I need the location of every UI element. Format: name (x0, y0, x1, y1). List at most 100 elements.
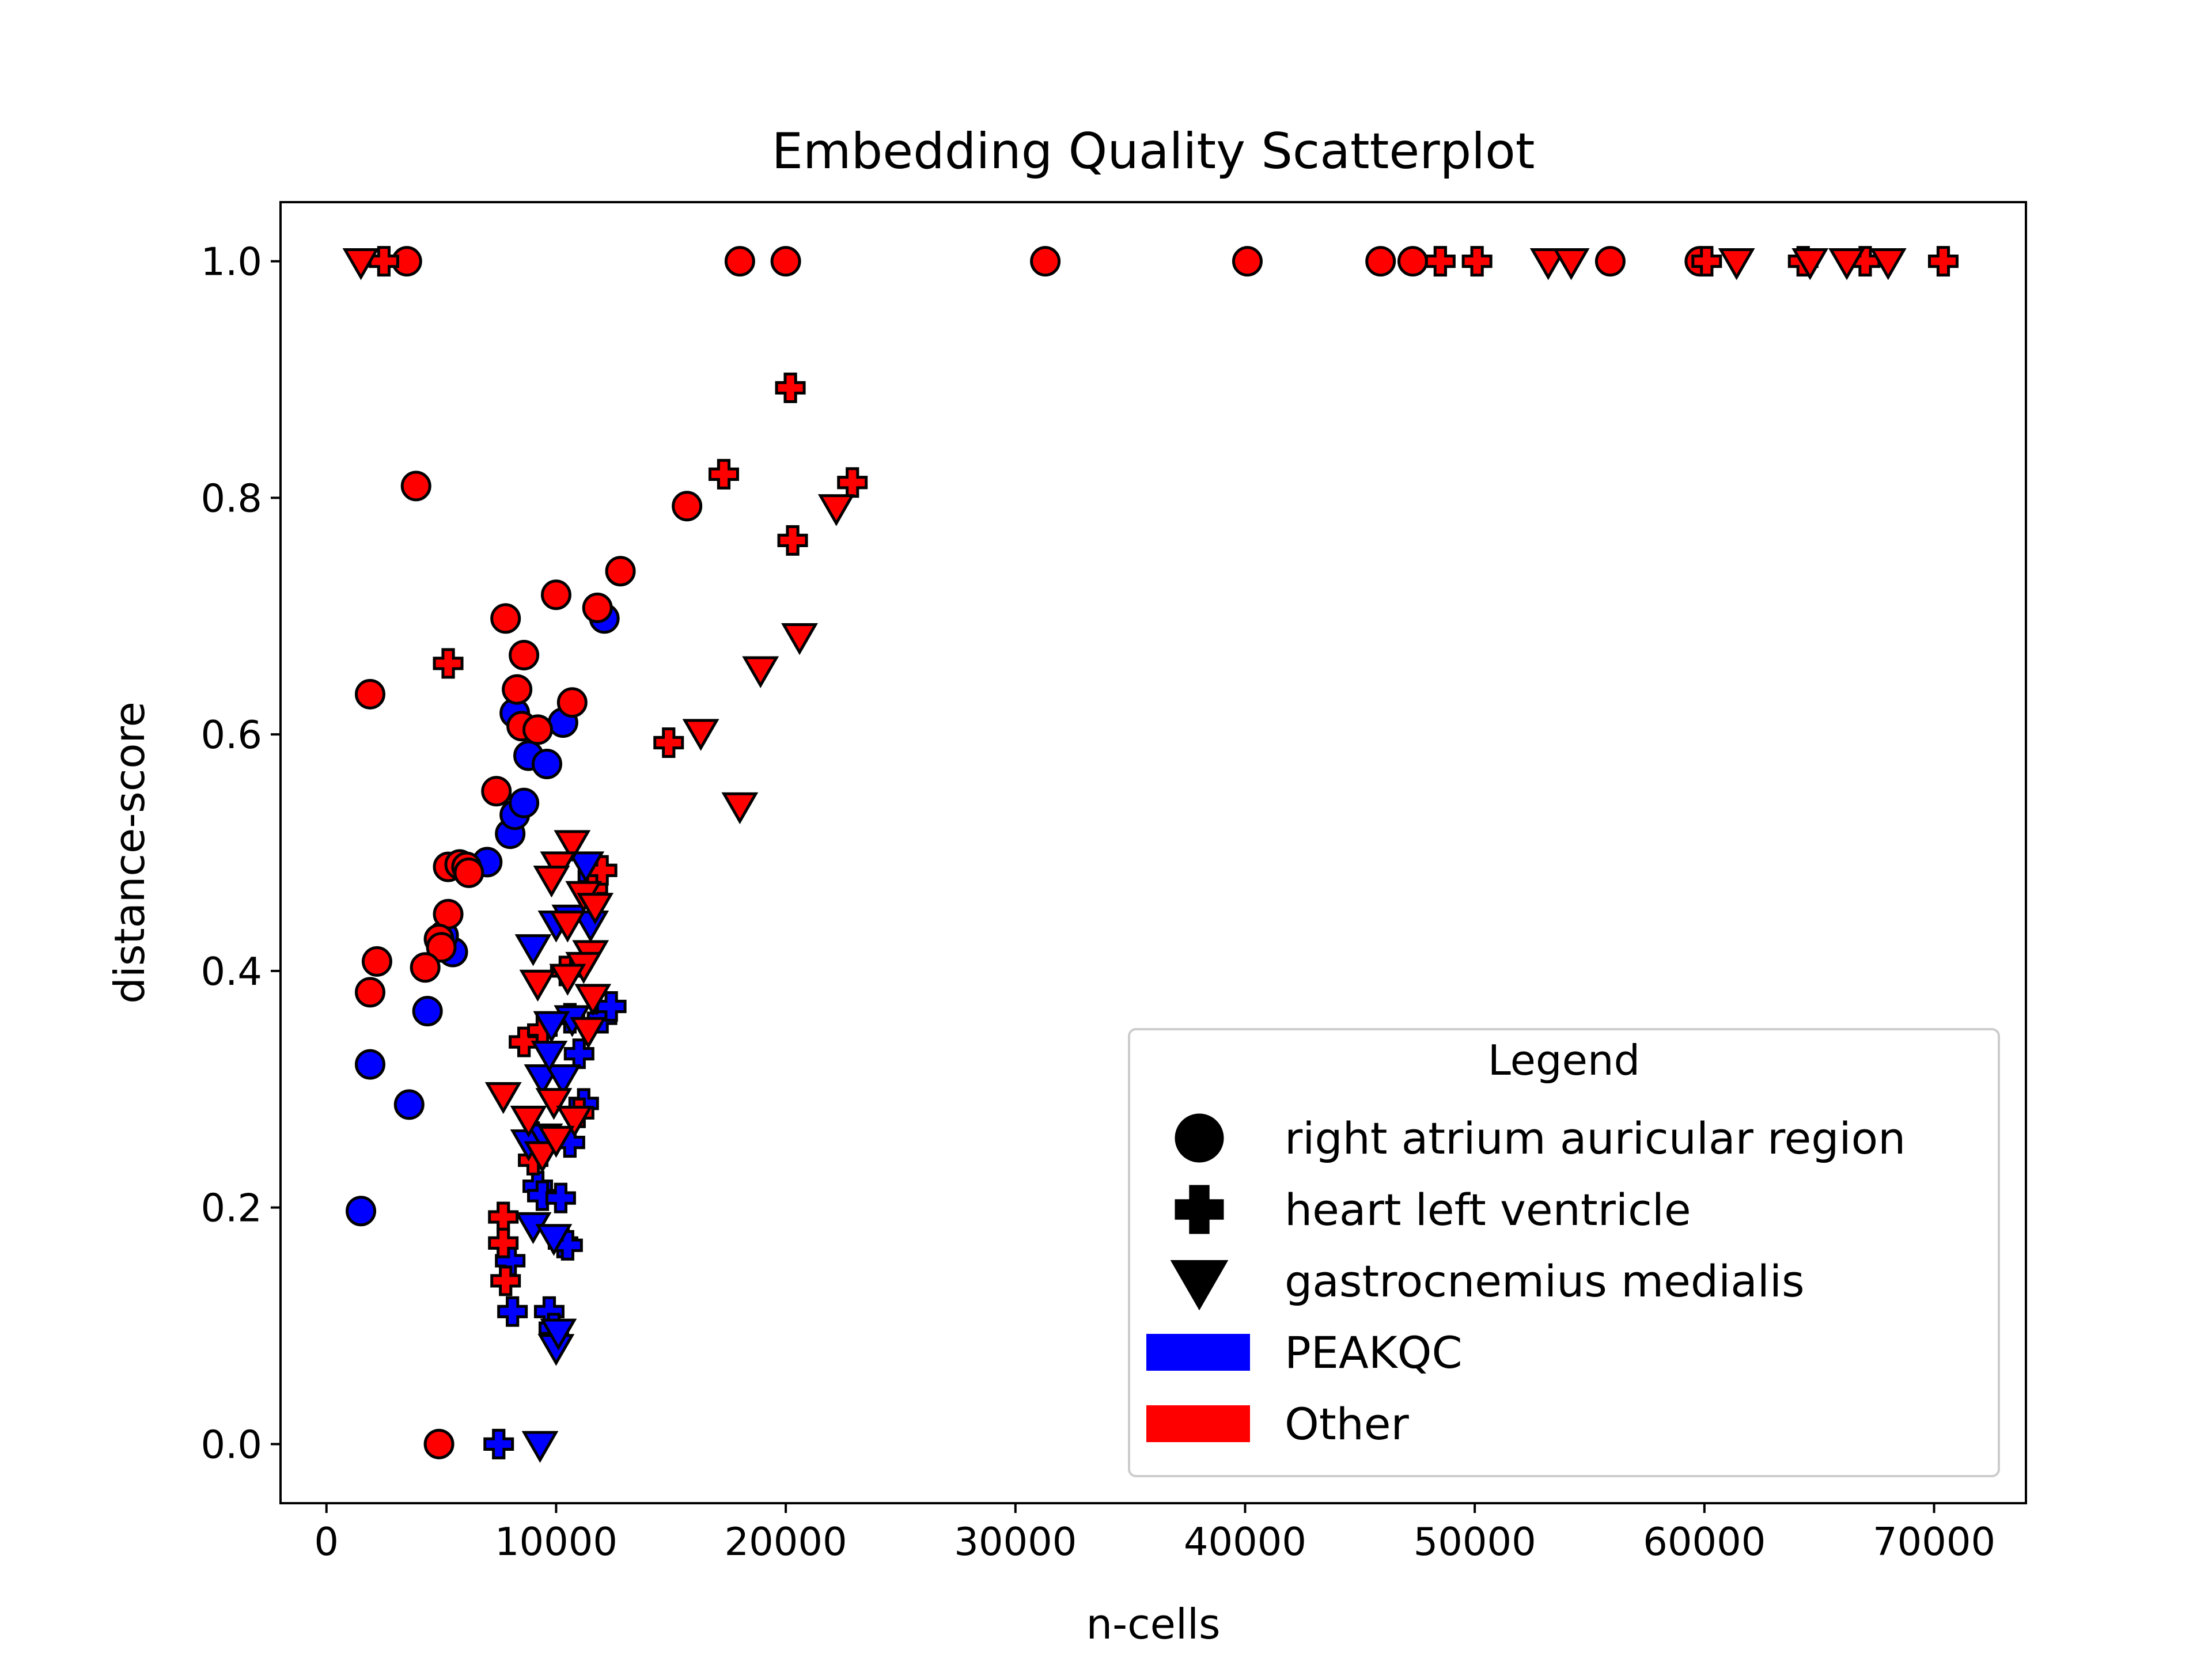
data-point-circle-other (522, 714, 554, 745)
data-point-circle-peakqc (531, 748, 562, 779)
data-point-triangle-down-other (570, 1017, 607, 1049)
data-point-triangle-down-peakqc (514, 934, 552, 966)
data-point-triangle-down-other (781, 623, 818, 655)
y-axis-label: distance-score (105, 701, 154, 1004)
data-point-circle-other (400, 471, 431, 502)
data-point-circle-other (502, 674, 533, 705)
data-point-triangle-down-peakqc (521, 1431, 559, 1463)
data-point-circle-other (724, 246, 755, 277)
data-point-triangle-down-other (1718, 248, 1755, 280)
data-point-circle-other (556, 687, 588, 718)
data-point-circle-other (672, 491, 703, 522)
y-tick-label: 0.6 (200, 712, 262, 757)
legend-circle-icon (1175, 1113, 1224, 1163)
data-point-triangle-down-other (510, 1105, 547, 1138)
data-point-plus-other (490, 1265, 521, 1296)
data-point-circle-other (582, 592, 613, 623)
data-point-circle-peakqc (509, 787, 540, 818)
data-point-plus-other (775, 372, 806, 403)
legend: Legend right atrium auricular region heart… (1128, 1028, 2000, 1477)
data-point-triangle-down-peakqc (567, 851, 605, 883)
legend-color-swatch (1146, 1334, 1250, 1371)
x-tick-label: 10000 (495, 1519, 618, 1564)
data-point-triangle-down-other (1828, 248, 1865, 280)
data-point-triangle-down-other (537, 1125, 575, 1158)
data-point-circle-other (540, 579, 571, 610)
data-point-circle-other (1030, 246, 1061, 277)
data-point-circle-other (410, 952, 441, 983)
legend-entry-label: PEAKQC (1285, 1327, 1463, 1378)
legend-plus-icon (1175, 1185, 1224, 1234)
data-point-circle-peakqc (354, 1049, 385, 1080)
legend-entry-label: heart left ventricle (1285, 1184, 1691, 1235)
x-tick-label: 20000 (725, 1519, 847, 1564)
x-tick-label: 60000 (1643, 1519, 1766, 1564)
data-point-triangle-down-other (342, 248, 380, 280)
data-point-circle-other (1397, 246, 1429, 277)
data-point-triangle-down-peakqc (544, 1064, 582, 1097)
plot-frame (279, 201, 2027, 1504)
data-point-circle-other (481, 776, 512, 807)
data-point-triangle-down-peakqc (540, 1318, 577, 1351)
data-point-triangle-down-other (556, 1105, 593, 1138)
data-point-circle-other (770, 246, 801, 277)
data-point-circle-other (1365, 246, 1396, 277)
data-point-plus-peakqc (545, 1182, 576, 1213)
y-tick-label: 1.0 (200, 240, 262, 285)
data-markers (342, 246, 1959, 1463)
legend-color-swatch (1146, 1405, 1250, 1442)
data-point-circle-other (361, 946, 392, 977)
data-point-plus-other (1927, 246, 1959, 277)
data-point-triangle-down-other (574, 984, 612, 1016)
data-point-triangle-down-other (577, 893, 614, 925)
data-point-plus-other (837, 467, 868, 498)
data-point-plus-other (488, 1227, 519, 1258)
data-point-triangle-down-other (554, 830, 591, 862)
x-tick-label: 0 (314, 1519, 339, 1564)
data-point-triangle-down-other (549, 911, 586, 943)
data-point-circle-peakqc (393, 1089, 425, 1120)
legend-title: Legend (1488, 1036, 1640, 1084)
x-tick-label: 50000 (1414, 1519, 1536, 1564)
data-point-plus-other (708, 458, 739, 490)
data-point-circle-other (509, 640, 540, 671)
data-point-circle-other (453, 857, 484, 888)
y-tick-label: 0.2 (200, 1186, 262, 1231)
y-tick-label: 0.0 (200, 1422, 262, 1467)
legend-entry-label: Other (1285, 1398, 1410, 1450)
data-point-plus-peakqc (527, 1180, 558, 1211)
data-point-circle-other (354, 977, 385, 1008)
axis-ticks: 0 10000 20000 30000 40000 50000 60000 70000 0.0 0… (200, 240, 1995, 1564)
data-point-triangle-down-other (535, 1088, 573, 1120)
data-point-triangle-down-peakqc (533, 1011, 570, 1044)
data-point-plus-other (433, 648, 464, 679)
legend-entry-label: gastrocnemius medialis (1285, 1256, 1805, 1307)
y-tick-label: 0.4 (200, 949, 262, 994)
data-point-circle-peakqc (346, 1196, 377, 1227)
data-point-plus-peakqc (563, 1038, 594, 1070)
data-point-triangle-down-other (721, 792, 759, 825)
data-point-triangle-down-other (682, 719, 719, 751)
data-point-triangle-down-other (524, 1141, 561, 1173)
x-tick-label: 40000 (1184, 1519, 1306, 1564)
data-point-circle-peakqc (412, 996, 443, 1027)
data-point-triangle-down-peakqc (531, 1040, 568, 1073)
data-point-plus-other (1425, 246, 1456, 277)
data-point-triangle-down-other (533, 866, 570, 898)
data-point-plus-other (653, 727, 684, 759)
data-point-plus-peakqc (497, 1296, 528, 1327)
data-point-triangle-down-other (1869, 248, 1907, 280)
data-point-triangle-down-other (1552, 248, 1590, 280)
data-point-plus-peakqc (483, 1428, 514, 1459)
data-point-triangle-down-other (519, 969, 556, 1002)
data-point-plus-other (777, 525, 808, 556)
x-axis-label: n-cells (1086, 1600, 1220, 1648)
data-point-circle-other (1594, 246, 1626, 277)
data-point-plus-other (1461, 246, 1493, 277)
data-point-plus-other (1691, 246, 1722, 277)
data-point-triangle-down-other (1791, 248, 1829, 280)
data-point-circle-other (605, 556, 636, 587)
data-point-triangle-down-peakqc (535, 1224, 573, 1256)
